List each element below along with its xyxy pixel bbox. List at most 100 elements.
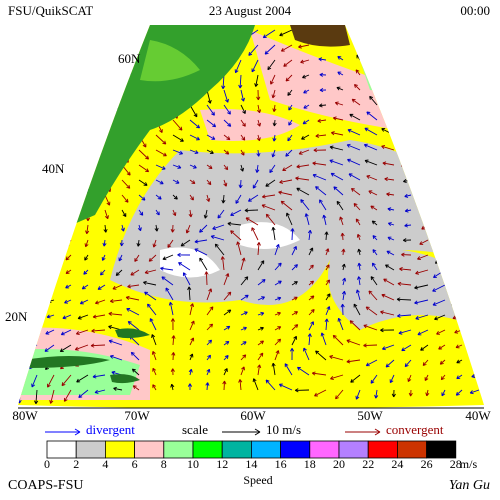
wind-arrow bbox=[64, 299, 72, 304]
wind-arrow bbox=[475, 239, 480, 254]
colorbar-unit: m/s bbox=[460, 457, 478, 471]
wind-arrow bbox=[189, 119, 201, 129]
land bbox=[140, 40, 200, 82]
wind-arrow bbox=[363, 324, 378, 331]
wind-arrow bbox=[311, 371, 327, 376]
wind-arrow bbox=[312, 173, 327, 181]
wind-arrow bbox=[206, 149, 214, 154]
wind-arrow bbox=[406, 77, 412, 91]
wind-arrow bbox=[467, 104, 480, 109]
island bbox=[110, 374, 140, 384]
wind-arrow bbox=[420, 344, 429, 351]
wind-arrow bbox=[18, 206, 21, 211]
wind-arrow bbox=[280, 44, 293, 52]
wind-arrow bbox=[425, 389, 430, 397]
wind-arrow bbox=[121, 209, 127, 218]
wind-arrow bbox=[270, 74, 276, 85]
wind-arrow bbox=[393, 25, 398, 31]
wind-arrow bbox=[373, 67, 378, 76]
wind-arrow bbox=[318, 57, 327, 62]
wind-arrow bbox=[302, 119, 310, 125]
wind-arrow bbox=[152, 239, 157, 248]
wind-arrow bbox=[455, 344, 463, 349]
wind-arrow bbox=[60, 329, 72, 336]
speed-zone bbox=[200, 109, 300, 141]
wind-arrow bbox=[449, 100, 463, 106]
wind-arrow bbox=[217, 209, 225, 219]
wind-arrow bbox=[459, 209, 464, 220]
wind-arrow bbox=[18, 328, 21, 333]
wind-arrow bbox=[78, 389, 89, 398]
wind-arrow bbox=[472, 328, 480, 333]
wind-arrow bbox=[257, 352, 264, 361]
wind-arrow bbox=[221, 74, 226, 90]
wind-arrow bbox=[18, 374, 21, 387]
wind-arrow bbox=[109, 354, 123, 361]
wind-arrow bbox=[104, 38, 109, 46]
wind-arrow bbox=[432, 116, 446, 121]
wind-arrow bbox=[168, 301, 174, 316]
wind-arrow bbox=[461, 46, 467, 61]
wind-arrow bbox=[441, 179, 446, 186]
colorbar-label: 26 bbox=[421, 457, 433, 471]
lon-label: 80W bbox=[12, 408, 38, 423]
wind-arrow bbox=[240, 294, 249, 301]
wind-arrow bbox=[357, 248, 362, 256]
wind-arrow bbox=[441, 209, 446, 217]
wind-arrow bbox=[269, 164, 276, 174]
wind-arrow bbox=[458, 149, 463, 157]
wind-arrow bbox=[363, 343, 378, 348]
color-swatch bbox=[280, 440, 311, 459]
wind-arrow bbox=[317, 118, 327, 123]
wind-arrow bbox=[104, 194, 111, 206]
wind-arrow bbox=[138, 179, 148, 186]
lon-label: 60W bbox=[240, 408, 266, 423]
wind-arrow bbox=[43, 179, 55, 190]
colorbar-label: 24 bbox=[391, 457, 403, 471]
wind-arrow bbox=[341, 290, 347, 301]
wind-arrow bbox=[355, 69, 361, 76]
wind-arrow bbox=[65, 194, 72, 209]
wind-arrow bbox=[426, 62, 432, 76]
wind-arrow bbox=[33, 99, 38, 106]
wind-arrow bbox=[130, 269, 140, 276]
wind-arrow bbox=[18, 296, 21, 301]
wind-arrow bbox=[297, 366, 310, 376]
wind-arrow bbox=[53, 36, 63, 46]
wind-arrow bbox=[115, 269, 123, 276]
wind-arrow bbox=[256, 134, 261, 142]
wind-arrow bbox=[23, 194, 38, 201]
wind-arrow bbox=[262, 29, 276, 39]
wind-arrow bbox=[350, 374, 361, 383]
wind-arrow bbox=[274, 326, 282, 331]
wind-arrow bbox=[43, 224, 55, 233]
wind-arrow bbox=[307, 229, 312, 241]
wind-arrow bbox=[92, 314, 106, 319]
wind-arrow bbox=[381, 145, 395, 151]
wind-arrow bbox=[334, 101, 344, 106]
wind-arrow bbox=[397, 313, 412, 318]
wind-arrow bbox=[19, 25, 27, 31]
wind-arrow bbox=[477, 224, 482, 238]
wind-arrow bbox=[389, 374, 395, 384]
wind-arrow bbox=[265, 213, 276, 226]
wind-arrow bbox=[240, 311, 248, 316]
wind-arrow bbox=[301, 134, 310, 140]
wind-arrow bbox=[339, 216, 344, 226]
wind-arrow bbox=[18, 115, 21, 121]
wind-arrow bbox=[223, 89, 229, 103]
wind-arrow bbox=[50, 83, 55, 91]
wind-arrow bbox=[355, 218, 361, 226]
wind-arrow bbox=[194, 248, 208, 256]
wind-arrow bbox=[402, 93, 412, 106]
wind-arrow bbox=[154, 224, 159, 232]
wind-arrow bbox=[18, 249, 21, 256]
wind-arrow bbox=[469, 389, 480, 395]
wind-arrow bbox=[223, 149, 230, 155]
wind-arrow bbox=[422, 76, 429, 91]
wind-arrow bbox=[272, 134, 277, 142]
wind-arrow bbox=[399, 147, 412, 152]
wind-arrow bbox=[257, 326, 264, 331]
wind-arrow bbox=[170, 318, 175, 331]
wind-arrow bbox=[335, 389, 344, 400]
